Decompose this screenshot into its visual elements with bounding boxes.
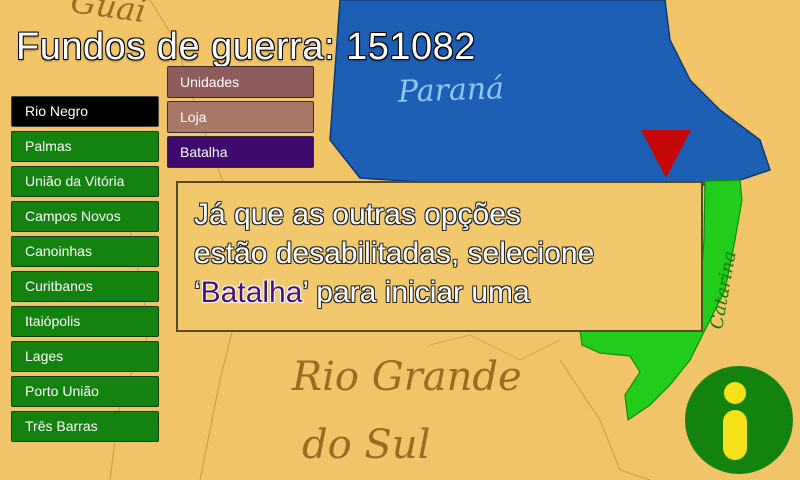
rs-label-line2: do Sul [302,422,430,468]
tutorial-line-2: estão desabilitadas, selecione [194,237,595,270]
rs-label-line1: Rio Grande [291,354,522,400]
units-button[interactable]: Unidades [167,66,314,98]
war-funds-label: Fundos de guerra: [16,26,336,68]
city-button-tres-barras[interactable]: Três Barras [11,411,159,442]
city-button-uniao-da-vitoria[interactable]: União da Vitória [11,166,159,197]
city-button-canoinhas[interactable]: Canoinhas [11,236,159,267]
war-funds-value: 151082 [346,26,476,68]
info-button[interactable] [685,366,793,474]
city-button-campos-novos[interactable]: Campos Novos [11,201,159,232]
parana-label: Paraná [396,71,504,110]
shop-button[interactable]: Loja [167,101,314,133]
quote-open: ‘ [194,276,201,309]
tutorial-line-3-rest: ’ para iniciar uma [302,276,530,309]
info-icon [723,382,747,460]
tutorial-line-1: Já que as outras opções [194,198,521,231]
city-button-porto-uniao[interactable]: Porto União [11,376,159,407]
tutorial-highlight: Batalha [200,276,303,309]
war-funds: Fundos de guerra: 151082 [16,26,476,69]
city-button-curitbanos[interactable]: Curitbanos [11,271,159,302]
city-button-lages[interactable]: Lages [11,341,159,372]
city-button-rio-negro[interactable]: Rio Negro [11,96,159,127]
tutorial-line-3: ‘Batalha’ para iniciar uma [194,273,685,312]
down-arrow-icon [641,130,691,178]
battle-button[interactable]: Batalha [167,136,314,168]
city-list: Rio Negro Palmas União da Vitória Campos… [11,96,159,446]
city-button-itaiopolis[interactable]: Itaiópolis [11,306,159,337]
action-menu: Unidades Loja Batalha [167,66,314,171]
tutorial-box: Já que as outras opções estão desabilita… [176,181,703,332]
city-button-palmas[interactable]: Palmas [11,131,159,162]
